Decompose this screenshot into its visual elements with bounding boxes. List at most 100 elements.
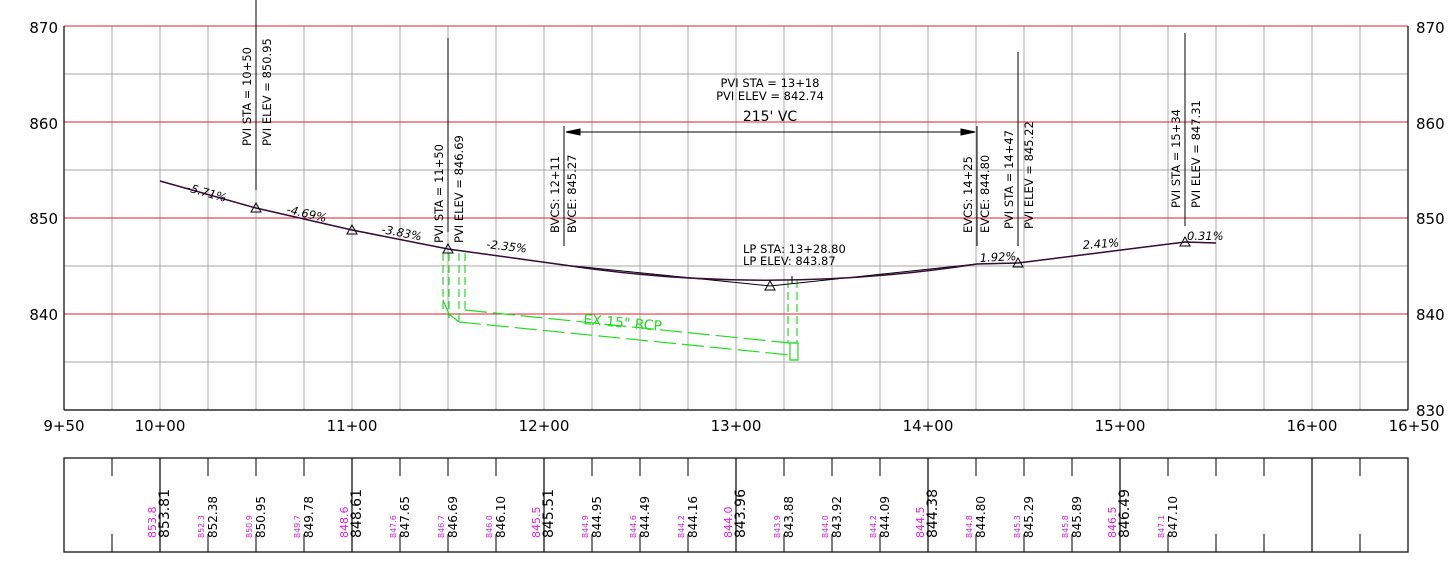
existing-elevation: 844.2 (869, 515, 878, 538)
pvi-station-label: PVI STA = 14+47 (1002, 130, 1016, 229)
pvi-elevation-label: PVI ELEV = 846.69 (452, 135, 466, 243)
existing-elevation: 853.8 (146, 507, 159, 539)
station-label: 9+50 (43, 417, 84, 435)
existing-elevation: 847.1 (1157, 515, 1166, 538)
grade-label: 0.31% (1187, 229, 1224, 243)
station-label: 10+00 (135, 417, 186, 435)
pvi-station-label: PVI STA = 11+50 (432, 144, 446, 243)
elevation-axis-right: 870 860 850 840 830 (1416, 19, 1445, 420)
proposed-elevation: 846.69 (446, 496, 460, 538)
elev-label: 840 (29, 306, 58, 324)
lp-elevation: LP ELEV: 843.87 (743, 254, 836, 268)
existing-elevation: 849.7 (293, 515, 302, 538)
station-label: 14+00 (903, 417, 954, 435)
existing-elevation: 843.9 (773, 515, 782, 538)
proposed-elevation: 844.95 (590, 496, 604, 538)
elev-label: 830 (1416, 402, 1445, 420)
station-label: 16+00 (1287, 417, 1338, 435)
pvi-elevation-label: PVI ELEV = 845.22 (1022, 121, 1036, 229)
existing-pipe (442, 253, 799, 361)
pvi-labels: PVI STA = 10+50 PVI ELEV = 850.95 PVI ST… (240, 38, 1203, 243)
elev-label: 840 (1416, 306, 1445, 324)
existing-elevation: 850.9 (245, 515, 254, 538)
grade-label: -4.69% (285, 202, 328, 225)
proposed-elevation: 849.78 (302, 496, 316, 538)
elev-label: 850 (29, 210, 58, 228)
proposed-elevation: 843.92 (830, 496, 844, 538)
pvi-triangle-icon (346, 223, 358, 235)
bvce-label: BVCE: 845.27 (565, 155, 579, 233)
grade-labels: -5.71% -4.69% -3.83% -2.35% 1.92% 2.41% … (185, 180, 1223, 265)
grade-label: 2.41% (1082, 235, 1119, 252)
station-label: 15+00 (1095, 417, 1146, 435)
station-label: 11+00 (327, 417, 378, 435)
elev-label: 850 (1416, 210, 1445, 228)
elev-label: 870 (29, 19, 58, 37)
station-axis: 9+50 10+00 11+00 12+00 13+00 14+00 15+00… (43, 417, 1439, 435)
vc-labels: PVI STA = 13+18 PVI ELEV = 842.74 215' V… (716, 76, 824, 125)
vc-pvi-elevation: PVI ELEV = 842.74 (716, 89, 824, 103)
pvi-triangle-icon (764, 279, 776, 291)
grade-label: -5.71% (185, 180, 228, 204)
existing-elevation: 846.5 (1106, 507, 1119, 539)
proposed-elevation: 847.10 (1166, 496, 1180, 538)
existing-elevation: 845.8 (1061, 515, 1070, 538)
station-label: 16+50 (1389, 417, 1440, 435)
pvi-elevation-label: PVI ELEV = 847.31 (1189, 100, 1203, 208)
elev-label: 870 (1416, 19, 1445, 37)
proposed-elevation: 844.38 (925, 489, 941, 538)
existing-elevation: 847.6 (389, 515, 398, 538)
bvcs-label: BVCS: 12+11 (548, 156, 562, 233)
proposed-elevation: 845.29 (1022, 496, 1036, 538)
major-grid (64, 25, 1408, 315)
pvi-triangle-icon (442, 242, 454, 254)
station-label: 12+00 (519, 417, 570, 435)
low-point-labels: LP STA: 13+28.80 LP ELEV: 843.87 (743, 242, 846, 268)
proposed-elevation: 845.51 (541, 489, 557, 538)
proposed-elevation: 852.38 (206, 496, 220, 538)
elevation-table (63, 457, 1409, 553)
proposed-elevation: 844.49 (638, 496, 652, 538)
pvi-leaders (255, 0, 1186, 284)
lp-station: LP STA: 13+28.80 (743, 242, 846, 256)
pvi-triangle-icon (250, 201, 262, 213)
grade-label: -2.35% (486, 237, 528, 256)
existing-elevation: 844.5 (914, 507, 927, 539)
elev-label: 860 (1416, 115, 1445, 133)
existing-elevation: 844.0 (821, 515, 830, 538)
pvi-triangle-icon (1012, 256, 1024, 268)
proposed-elevation: 843.96 (733, 489, 749, 538)
proposed-elevation: 844.09 (878, 496, 892, 538)
existing-elevation: 844.9 (581, 515, 590, 538)
profile-grade-line (159, 180, 1217, 281)
proposed-elevation: 844.80 (974, 496, 988, 538)
vc-pvi-station: PVI STA = 13+18 (721, 76, 820, 90)
frame (63, 26, 1409, 411)
existing-elevation: 845.3 (1013, 515, 1022, 538)
existing-elevation: 844.8 (965, 515, 974, 538)
pvi-elevation-label: PVI ELEV = 850.95 (260, 38, 274, 146)
proposed-elevation: 850.95 (254, 496, 268, 538)
evcs-label: EVCS: 14+25 (961, 156, 975, 233)
proposed-elevation: 844.16 (686, 496, 700, 538)
existing-elevation: 845.5 (530, 507, 543, 539)
proposed-elevation: 846.10 (494, 496, 508, 538)
pvi-triangle-icon (1179, 235, 1191, 247)
elev-label: 860 (29, 115, 58, 133)
proposed-elevation: 848.61 (349, 489, 365, 538)
existing-elevation: 846.0 (485, 515, 494, 538)
pvi-markers (250, 201, 1191, 291)
existing-elevation: 844.6 (629, 515, 638, 538)
grade-label: 1.92% (979, 249, 1016, 265)
existing-elevation: 844.2 (677, 515, 686, 538)
station-label: 13+00 (711, 417, 762, 435)
proposed-elevation: 853.81 (157, 489, 173, 538)
pipe-label: EX 15" RCP (583, 312, 663, 335)
vc-dimension (565, 128, 976, 136)
proposed-elevation: 846.49 (1117, 489, 1133, 538)
proposed-elevation: 845.89 (1070, 496, 1084, 538)
existing-elevation: 848.6 (338, 507, 351, 539)
existing-elevation: 852.3 (197, 515, 206, 538)
